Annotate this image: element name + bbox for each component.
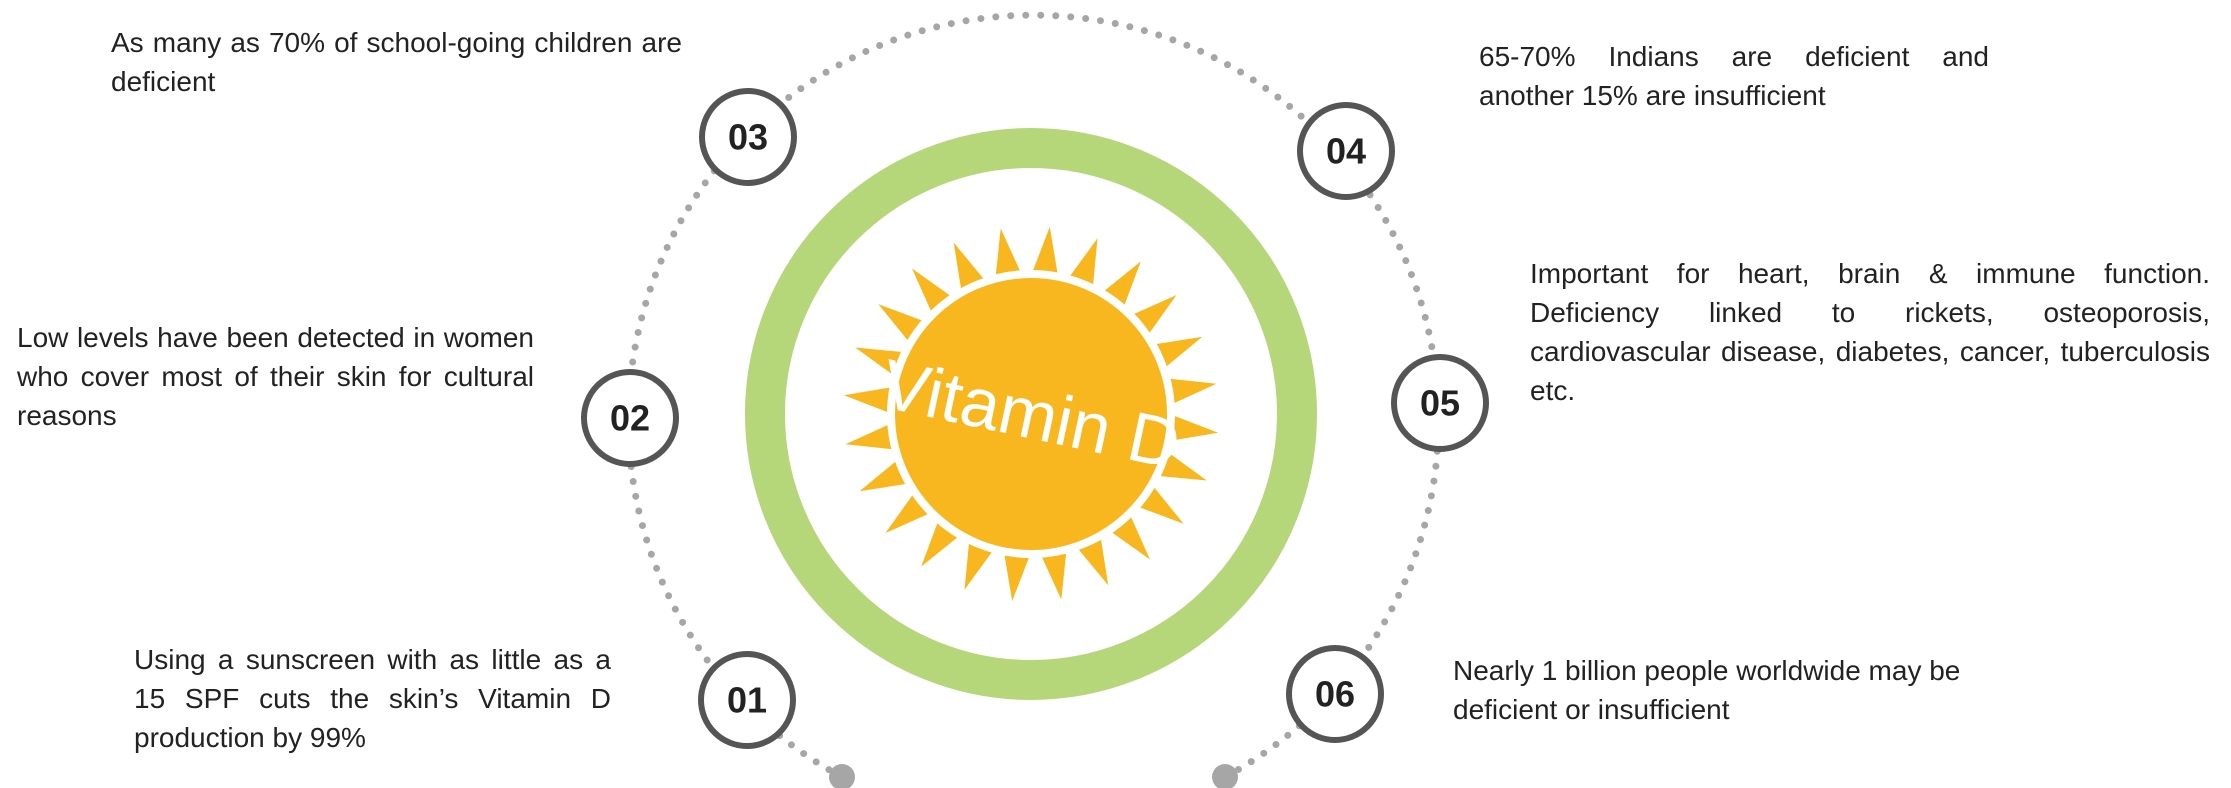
arc-end bbox=[829, 764, 855, 788]
item-text: Using a sunscreen with as little as a 15… bbox=[134, 640, 611, 757]
node-number: 06 bbox=[1315, 674, 1355, 715]
node-number: 05 bbox=[1420, 383, 1460, 424]
node-number: 03 bbox=[728, 117, 768, 158]
item-text: Nearly 1 billion people worldwide may be… bbox=[1453, 651, 2024, 729]
item-text: 65-70% Indians are deficient and another… bbox=[1479, 37, 1989, 115]
infographic: Vitamin D 010203040506 Using a sunscreen… bbox=[0, 0, 2231, 788]
item-text: Important for heart, brain & immune func… bbox=[1530, 254, 2210, 410]
node-number: 02 bbox=[610, 398, 650, 439]
node-number: 04 bbox=[1326, 131, 1366, 172]
item-text: As many as 70% of school-going children … bbox=[111, 23, 682, 101]
node-number: 01 bbox=[727, 680, 767, 721]
arc-end bbox=[1212, 764, 1238, 788]
item-text: Low levels have been detected in women w… bbox=[17, 318, 534, 435]
